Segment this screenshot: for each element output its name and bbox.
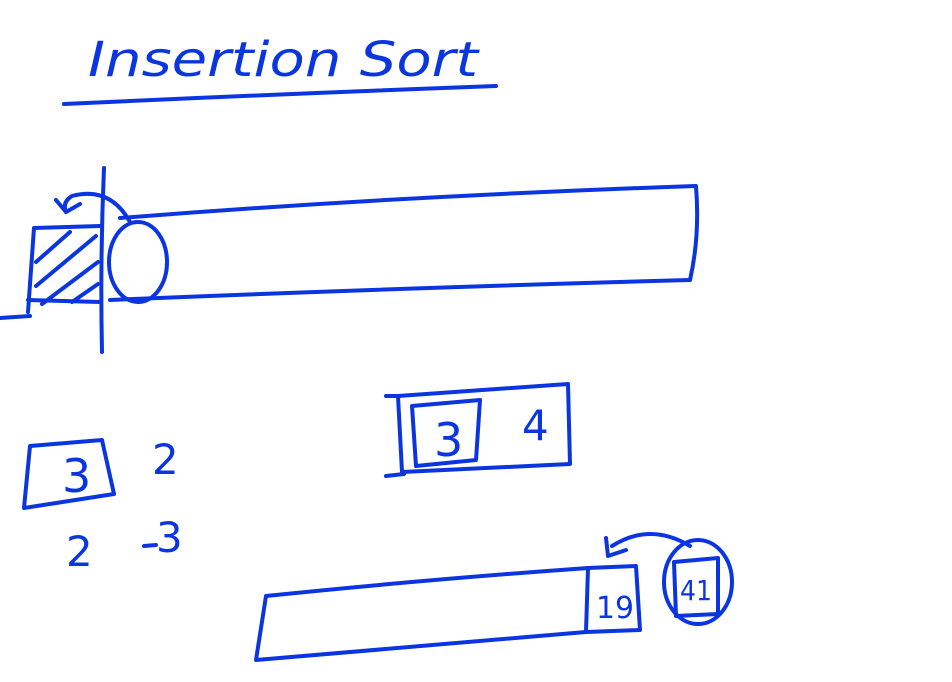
separator-line [99,166,106,354]
top-array-diagram [0,166,700,354]
bottom-array-outline [254,566,590,662]
top-array-outline [108,184,700,302]
outer-box [396,382,572,474]
bottom-insert-arrow [610,532,692,548]
sorted-region-box [26,224,102,314]
title-text: Insertion Sort [88,32,481,88]
swapped-second-value: 3 [156,513,183,562]
swapped-first-value: 2 [66,527,93,576]
sorted-region-hatching [34,230,100,306]
example-pair-diagram: 3 2 2 3 [22,435,183,576]
next-element-value: 2 [152,435,179,484]
insert-arrow [62,191,132,224]
inner-boxed-value: 3 [434,413,463,467]
boxed-pair-diagram: 3 4 [384,382,572,478]
title-underline [62,84,498,106]
current-element-circle [107,220,169,304]
incoming-element-value: 41 [680,574,712,607]
last-cell-value: 19 [596,591,634,626]
inner-next-value: 4 [522,401,549,450]
inner-box [410,398,482,468]
incoming-element-box [672,556,720,618]
bottom-array-diagram: 19 41 [254,532,734,662]
boxed-element-value: 3 [62,449,91,503]
bottom-insert-arrow-head-icon [604,536,628,558]
swap-dash [142,543,158,548]
left-edge-stroke [0,314,32,320]
last-cell-outline [584,564,642,634]
insert-arrow-head-icon [54,198,82,214]
incoming-element-circle [662,538,734,626]
boxed-element-frame [22,438,116,510]
outer-box-left-tick [384,394,406,478]
